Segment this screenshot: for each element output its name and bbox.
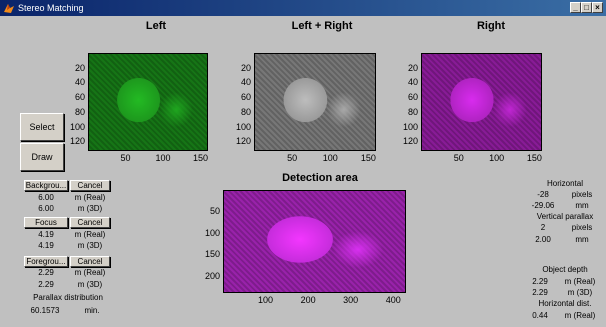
y-tick-combined: 40 bbox=[240, 77, 251, 88]
foreground-real-value: 2.29 bbox=[38, 268, 54, 277]
foreground-cancel-button[interactable]: Cancel bbox=[70, 256, 110, 267]
focus-3d-unit: m (3D) bbox=[77, 241, 103, 250]
y-tick-right: 100 bbox=[402, 121, 418, 132]
depth-3d-value: 2.29 bbox=[532, 288, 548, 297]
foreground-3d-value: 2.29 bbox=[38, 280, 54, 289]
vertical-mm-unit: mm bbox=[575, 235, 589, 244]
y-tick-right: 40 bbox=[407, 77, 418, 88]
y-tick-left: 120 bbox=[69, 136, 85, 147]
y-tick-detection: 100 bbox=[204, 227, 220, 238]
combined-image bbox=[254, 53, 376, 151]
vertical-label: Vertical parallax bbox=[536, 212, 594, 221]
x-tick-detection: 300 bbox=[343, 295, 359, 305]
horizontal-pixels-unit: pixels bbox=[571, 190, 593, 199]
foreground-real-unit: m (Real) bbox=[74, 268, 106, 277]
hdist-label: Horizontal dist. bbox=[538, 299, 592, 308]
parallax-value: 60.1573 bbox=[30, 306, 60, 315]
detection-image[interactable] bbox=[223, 190, 406, 293]
focus-cancel-button[interactable]: Cancel bbox=[70, 217, 110, 228]
x-tick-left: 100 bbox=[155, 153, 171, 163]
y-tick-right: 60 bbox=[407, 92, 418, 103]
x-tick-detection: 100 bbox=[258, 295, 274, 305]
foreground-button[interactable]: Foregrou... bbox=[24, 256, 68, 267]
x-tick-combined: 100 bbox=[322, 153, 338, 163]
y-tick-combined: 80 bbox=[240, 106, 251, 117]
vertical-pixels-unit: pixels bbox=[571, 223, 593, 232]
hdist-value: 0.44 bbox=[532, 311, 548, 320]
parallax-label: Parallax distribution bbox=[33, 293, 103, 302]
close-button[interactable]: × bbox=[592, 2, 603, 13]
panel-title-combined: Left + Right bbox=[291, 20, 353, 32]
panel-title-detection: Detection area bbox=[282, 172, 358, 184]
panel-title-left: Left bbox=[145, 20, 167, 32]
horizontal-pixels-value: -28 bbox=[537, 190, 549, 199]
x-tick-left: 50 bbox=[120, 153, 131, 163]
y-tick-left: 20 bbox=[74, 62, 85, 73]
x-tick-detection: 400 bbox=[385, 295, 401, 305]
x-tick-detection: 200 bbox=[300, 295, 316, 305]
title-bar: Stereo Matching _ □ × bbox=[0, 0, 606, 16]
draw-button[interactable]: Draw bbox=[20, 143, 64, 171]
foreground-3d-unit: m (3D) bbox=[77, 280, 103, 289]
y-tick-detection: 150 bbox=[204, 249, 220, 260]
horizontal-label: Horizontal bbox=[546, 179, 583, 188]
select-button[interactable]: Select bbox=[20, 113, 64, 141]
y-tick-left: 100 bbox=[69, 121, 85, 132]
minimize-button[interactable]: _ bbox=[570, 2, 581, 13]
x-tick-right: 150 bbox=[526, 153, 542, 163]
maximize-button[interactable]: □ bbox=[581, 2, 592, 13]
focus-real-value: 4.19 bbox=[38, 230, 54, 239]
focus-button[interactable]: Focus bbox=[24, 217, 68, 228]
focus-real-unit: m (Real) bbox=[74, 230, 106, 239]
background-real-value: 6.00 bbox=[38, 193, 54, 202]
background-cancel-button[interactable]: Cancel bbox=[70, 180, 110, 191]
x-tick-combined: 150 bbox=[360, 153, 376, 163]
depth-label: Object depth bbox=[542, 265, 588, 274]
y-tick-combined: 100 bbox=[235, 121, 251, 132]
y-tick-detection: 200 bbox=[204, 270, 220, 281]
depth-3d-unit: m (3D) bbox=[567, 288, 593, 297]
x-tick-right: 100 bbox=[489, 153, 505, 163]
y-tick-right: 120 bbox=[402, 136, 418, 147]
y-tick-combined: 60 bbox=[240, 92, 251, 103]
background-button[interactable]: Backgrou... bbox=[24, 180, 68, 191]
depth-real-value: 2.29 bbox=[532, 277, 548, 286]
parallax-unit: min. bbox=[84, 306, 100, 315]
right-image bbox=[421, 53, 542, 151]
background-3d-value: 6.00 bbox=[38, 204, 54, 213]
y-tick-right: 80 bbox=[407, 106, 418, 117]
y-tick-left: 40 bbox=[74, 77, 85, 88]
y-tick-left: 60 bbox=[74, 92, 85, 103]
vertical-mm-value: 2.00 bbox=[535, 235, 551, 244]
y-tick-combined: 20 bbox=[240, 62, 251, 73]
x-tick-left: 150 bbox=[192, 153, 209, 163]
horizontal-mm-unit: mm bbox=[575, 201, 589, 210]
panel-title-right: Right bbox=[476, 20, 506, 32]
vertical-pixels-value: 2 bbox=[540, 223, 546, 232]
y-tick-right: 20 bbox=[407, 62, 418, 73]
left-image bbox=[88, 53, 208, 151]
depth-real-unit: m (Real) bbox=[564, 277, 596, 286]
x-tick-combined: 50 bbox=[287, 153, 298, 163]
hdist-unit: m (Real) bbox=[564, 311, 596, 320]
matlab-icon bbox=[4, 4, 14, 13]
y-tick-detection: 50 bbox=[209, 206, 220, 217]
window-title: Stereo Matching bbox=[18, 3, 84, 13]
background-real-unit: m (Real) bbox=[74, 193, 106, 202]
background-3d-unit: m (3D) bbox=[77, 204, 103, 213]
y-tick-combined: 120 bbox=[235, 136, 251, 147]
y-tick-left: 80 bbox=[74, 106, 85, 117]
horizontal-mm-value: -29.06 bbox=[531, 201, 555, 210]
x-tick-right: 50 bbox=[453, 153, 464, 163]
focus-3d-value: 4.19 bbox=[38, 241, 54, 250]
